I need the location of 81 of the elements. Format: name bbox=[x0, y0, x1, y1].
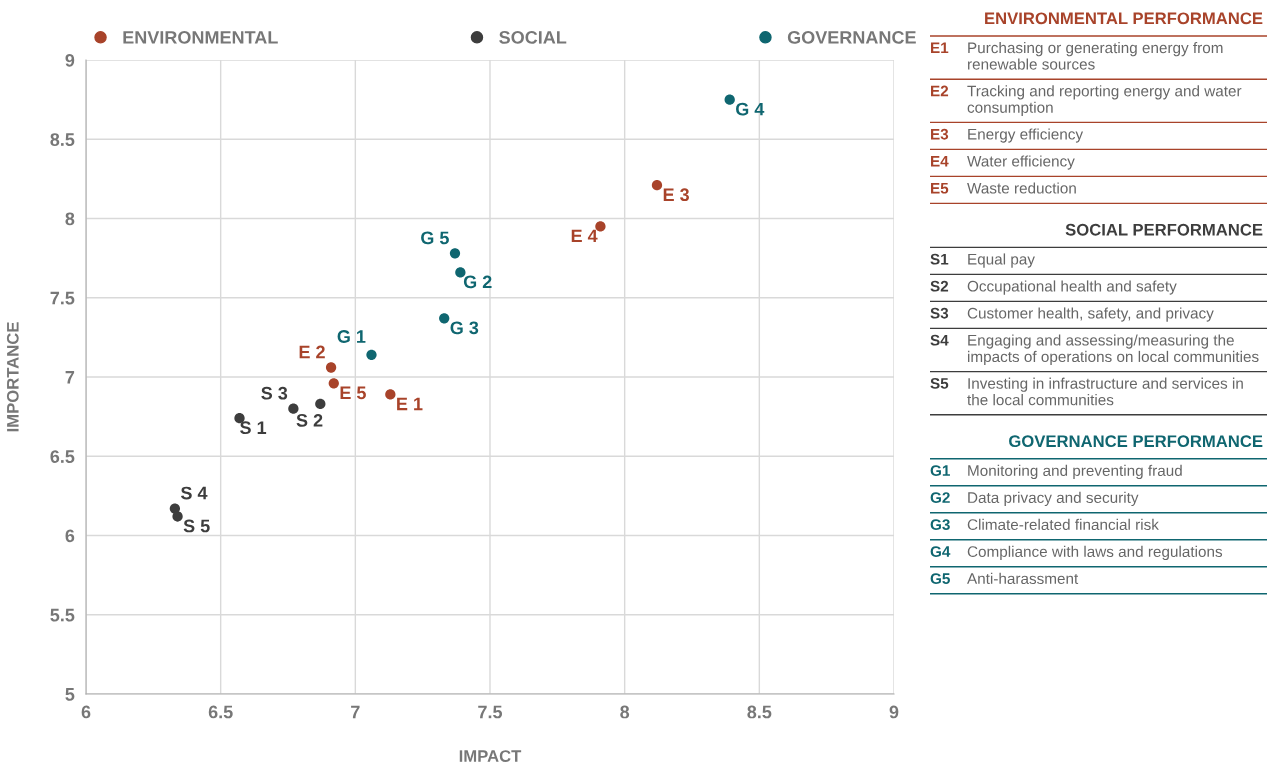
annotation: G 1 bbox=[337, 330, 366, 343]
annotation: E 2 bbox=[299, 345, 325, 359]
y-tick-label: 5.5 bbox=[50, 608, 75, 622]
x-axis-title: IMPACT bbox=[459, 750, 522, 762]
point bbox=[288, 403, 299, 414]
annotation: G 2 bbox=[463, 275, 492, 289]
category-label: G1 bbox=[930, 465, 950, 477]
text: Investing in infrastructure and services in the local communities bbox=[967, 377, 1243, 406]
text: Climate-related financial risk bbox=[967, 518, 1159, 531]
text: SOCIAL PERFORMANCE bbox=[1065, 223, 1263, 236]
x-tick-label: 6 bbox=[81, 705, 91, 719]
annotation: S 1 bbox=[240, 421, 267, 435]
annotation: E 1 bbox=[397, 397, 423, 411]
y-tick-label: 9 bbox=[65, 53, 75, 67]
annotation: S 3 bbox=[261, 386, 288, 400]
point bbox=[385, 389, 396, 400]
point bbox=[724, 94, 735, 105]
text: Purchasing or generating energy from renewable sources bbox=[968, 42, 1223, 70]
y-tick-label: 5 bbox=[65, 688, 75, 701]
text: Engaging and assessing/measuring the impacts of operations on local communities bbox=[968, 334, 1259, 366]
text: Compliance with laws and regulations bbox=[967, 545, 1223, 561]
y-tick-label: 7 bbox=[65, 371, 75, 384]
category-label: E1 bbox=[931, 42, 949, 54]
text: Water efficiency bbox=[967, 155, 1075, 170]
text: Anti-harassment bbox=[967, 572, 1079, 585]
legend-label: GOVERNANCE bbox=[787, 31, 916, 44]
y-tick-label: 8.5 bbox=[50, 133, 75, 146]
point bbox=[325, 362, 337, 373]
y-tick-label: 8 bbox=[65, 212, 75, 226]
category-label: G3 bbox=[930, 519, 950, 531]
point bbox=[651, 180, 663, 191]
point bbox=[455, 267, 466, 278]
text: Equal pay bbox=[968, 253, 1035, 268]
y-axis-title: IMPORTANCE bbox=[6, 322, 19, 432]
category-label: S1 bbox=[930, 253, 949, 265]
category-label: G4 bbox=[930, 546, 951, 558]
point bbox=[172, 511, 183, 522]
legend-label: ENVIRONMENTAL bbox=[123, 31, 278, 44]
x-tick-label: 6.5 bbox=[208, 705, 233, 719]
category-label: S2 bbox=[930, 280, 949, 292]
x-tick-label: 8.5 bbox=[747, 705, 772, 719]
annotation: G 4 bbox=[736, 102, 765, 116]
text: Monitoring and preventing fraud bbox=[968, 464, 1182, 480]
category-label: E5 bbox=[931, 182, 949, 194]
category-label: G5 bbox=[930, 573, 950, 585]
category-label: E4 bbox=[931, 155, 949, 167]
x-tick-label: 7.5 bbox=[478, 705, 503, 719]
annotation: E 4 bbox=[571, 229, 598, 243]
point bbox=[449, 248, 461, 259]
annotation: S 4 bbox=[180, 486, 208, 500]
category-label: E2 bbox=[931, 85, 949, 97]
y-tick-label: 7.5 bbox=[50, 291, 75, 305]
category-label: G2 bbox=[930, 492, 950, 504]
annotation: S 5 bbox=[183, 519, 210, 533]
annotation: G 3 bbox=[450, 321, 479, 335]
point bbox=[315, 398, 326, 410]
text: Customer health, safety, and privacy bbox=[967, 307, 1214, 322]
text: Waste reduction bbox=[967, 182, 1076, 194]
point bbox=[328, 378, 339, 389]
point bbox=[439, 313, 450, 324]
point bbox=[366, 349, 377, 360]
annotation: E 5 bbox=[340, 386, 366, 400]
text: Tracking and reporting energy and water consumption bbox=[967, 85, 1242, 116]
annotation: E 3 bbox=[663, 188, 689, 202]
text: Occupational health and safety bbox=[967, 280, 1177, 295]
text: Data privacy and security bbox=[968, 491, 1139, 507]
category-label: S4 bbox=[930, 334, 949, 346]
category-label: E3 bbox=[931, 128, 949, 140]
category-label: S5 bbox=[930, 378, 949, 389]
text: Energy efficiency bbox=[968, 128, 1084, 143]
x-tick-label: 8 bbox=[620, 705, 630, 719]
text: GOVERNANCE PERFORMANCE bbox=[1009, 435, 1263, 448]
text: ENVIRONMENTAL PERFORMANCE bbox=[985, 12, 1263, 25]
y-tick-label: 6 bbox=[65, 529, 75, 543]
legend-label: SOCIAL bbox=[499, 31, 567, 44]
annotation: G 5 bbox=[421, 231, 449, 245]
x-tick-label: 9 bbox=[889, 705, 899, 719]
y-tick-label: 6.5 bbox=[50, 450, 75, 463]
x-tick-label: 7 bbox=[351, 705, 360, 719]
annotation: S 2 bbox=[296, 413, 323, 427]
category-label: S3 bbox=[930, 307, 949, 319]
